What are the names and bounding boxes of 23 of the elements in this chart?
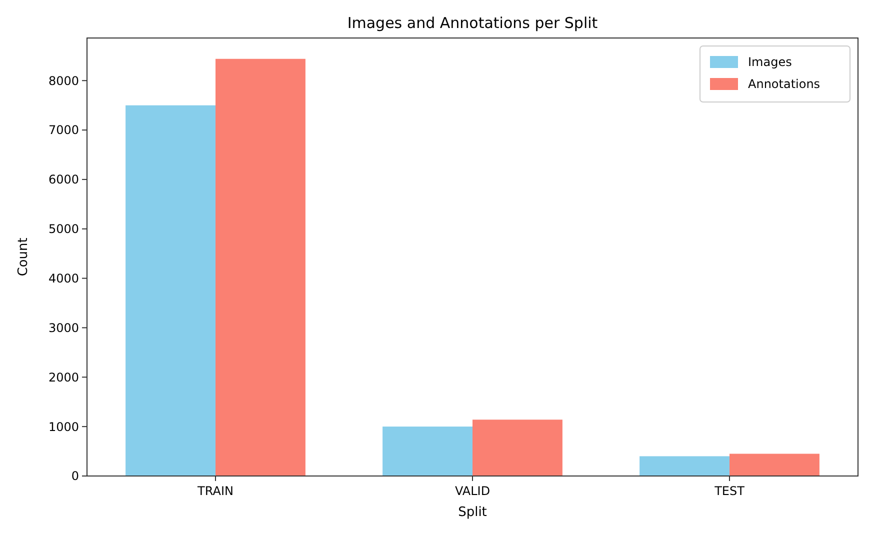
bar [730,454,820,476]
y-tick-label: 5000 [48,222,79,236]
x-tick-label: TEST [714,484,746,498]
bar [382,426,472,476]
y-tick-label: 1000 [48,420,79,434]
legend-label: Images [748,55,792,69]
y-axis-title: Count [16,238,31,276]
y-tick-label: 3000 [48,320,79,335]
bar [640,456,730,476]
chart-title: Images and Annotations per Split [347,14,598,32]
bar [126,105,216,476]
y-tick-label: 4000 [48,272,79,286]
y-tick-label: 0 [71,469,79,484]
y-tick-label: 2000 [48,370,79,384]
bar [472,420,562,476]
x-tick-label: TRAIN [196,484,234,498]
bar [216,58,306,476]
y-tick-label: 6000 [48,172,79,187]
x-tick-label: VALID [454,484,490,498]
y-tick-label: 8000 [48,74,79,88]
x-axis-title: Split [458,505,487,520]
y-tick-label: 7000 [48,123,79,138]
legend-label: Annotations [748,77,820,91]
